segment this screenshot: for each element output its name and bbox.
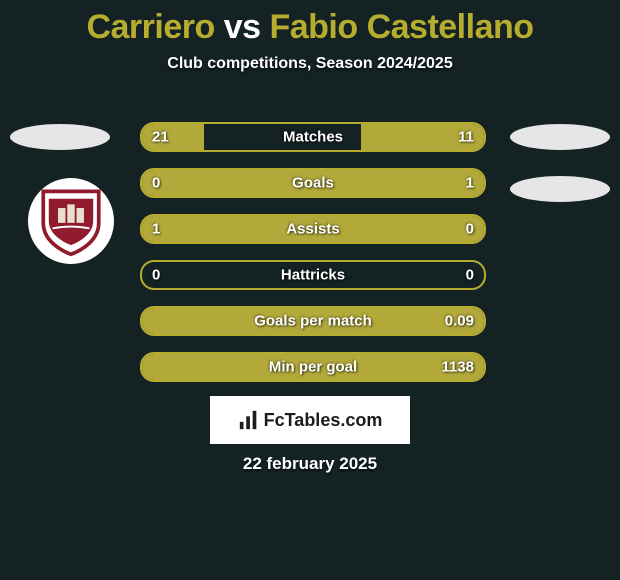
stat-value-left: 0	[152, 267, 160, 284]
watermark-text: FcTables.com	[264, 410, 383, 431]
stat-label: Assists	[286, 221, 339, 238]
stat-value-left: 0	[152, 175, 160, 192]
club-crest-icon	[28, 178, 114, 264]
stat-row: 21 11 Matches	[140, 122, 486, 152]
stat-value-right: 0	[466, 267, 474, 284]
page-title: Carriero vs Fabio Castellano	[0, 0, 620, 47]
stat-label: Hattricks	[281, 267, 345, 284]
player-a-placeholder-icon	[10, 124, 110, 150]
stat-value-right: 0	[466, 221, 474, 238]
stat-label: Min per goal	[269, 359, 357, 376]
stat-value-right: 0.09	[445, 313, 474, 330]
player-b-name: Fabio Castellano	[269, 8, 533, 46]
stat-label: Goals per match	[254, 313, 372, 330]
stat-value-left: 1	[152, 221, 160, 238]
stat-row: 1 0 Assists	[140, 214, 486, 244]
stat-label: Goals	[292, 175, 334, 192]
stat-value-right: 11	[458, 129, 474, 146]
player-a-name: Carriero	[86, 8, 214, 46]
stat-row: 0 1 Goals	[140, 168, 486, 198]
player-b-placeholder-icon	[510, 176, 610, 202]
date-text: 22 february 2025	[0, 454, 620, 474]
chart-icon	[238, 409, 260, 431]
subtitle: Club competitions, Season 2024/2025	[0, 55, 620, 73]
player-b-placeholder-icon	[510, 124, 610, 150]
stat-row: 0.09 Goals per match	[140, 306, 486, 336]
stat-value-right: 1138	[441, 359, 474, 376]
stats-panel: 21 11 Matches 0 1 Goals 1 0 Assists 0 0 Hattricks 0.…	[140, 122, 486, 398]
stat-value-left: 21	[152, 129, 169, 146]
watermark: FcTables.com	[210, 396, 410, 444]
stat-row: 0 0 Hattricks	[140, 260, 486, 290]
vs-text: vs	[224, 8, 261, 46]
stat-value-right: 1	[466, 175, 474, 192]
stat-row: 1138 Min per goal	[140, 352, 486, 382]
stat-label: Matches	[283, 129, 343, 146]
